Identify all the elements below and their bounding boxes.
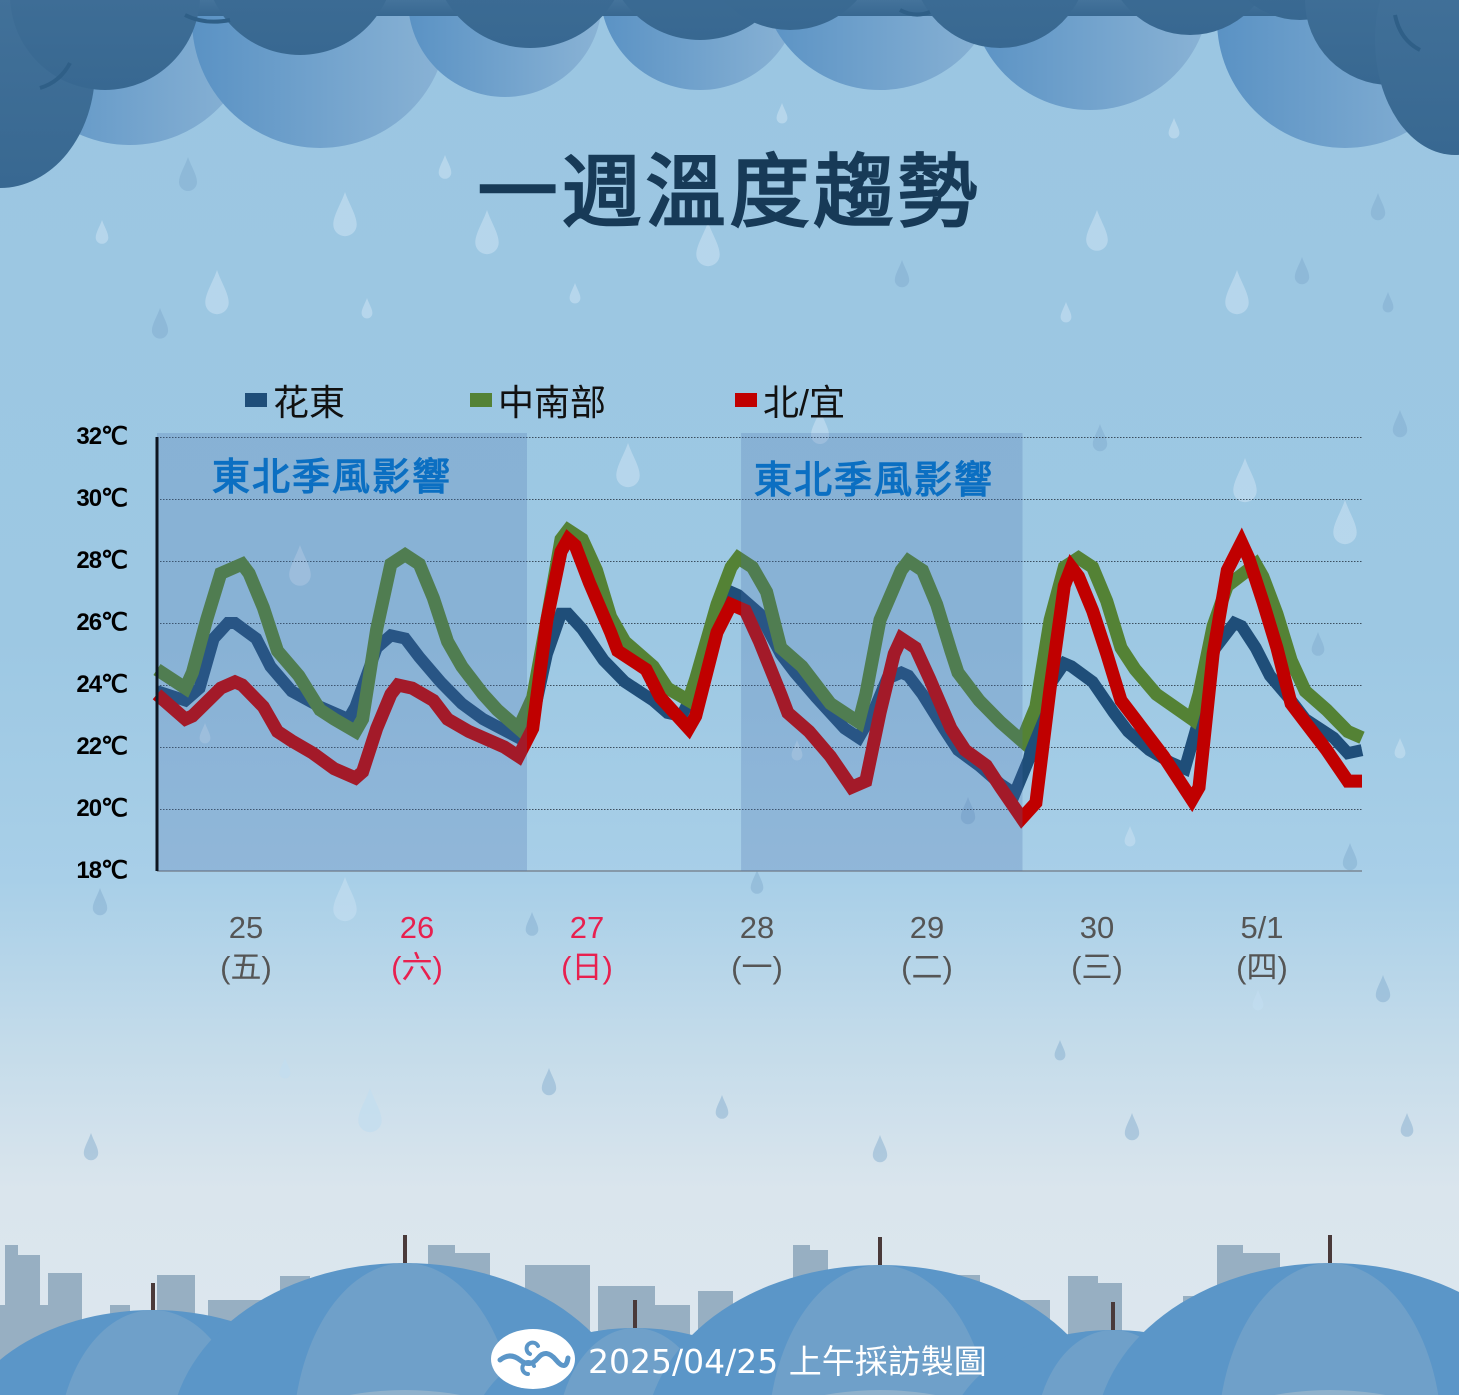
series-line-central-south xyxy=(153,521,1365,752)
annotation-monsoon: 東北季風影響 xyxy=(754,458,995,502)
legend-item-north-yilan: 北/宜 xyxy=(735,378,845,423)
page-title: 一週溫度趨勢 xyxy=(477,146,982,239)
raindrop-icon xyxy=(872,1135,888,1163)
x-day-label: 25 (五) xyxy=(176,908,316,988)
raindrop-icon xyxy=(894,260,910,288)
raindrop-icon xyxy=(569,283,581,304)
day-date: 25 xyxy=(228,910,264,945)
raindrop-icon xyxy=(1225,270,1249,315)
legend-label: 中南部 xyxy=(498,382,607,423)
raindrop-icon xyxy=(715,1095,729,1119)
day-date: 5/1 xyxy=(1240,910,1284,945)
umbrella-icon xyxy=(349,1390,461,1395)
legend-swatch xyxy=(735,393,757,407)
raindrop-icon xyxy=(83,1133,99,1161)
legend-swatch xyxy=(470,393,492,407)
raindrop-icon xyxy=(279,1058,291,1079)
x-day-label: 30 (三) xyxy=(1027,908,1167,988)
x-day-label: 28 (一) xyxy=(687,908,827,988)
day-date: 28 xyxy=(739,910,775,945)
x-day-label: 29 (二) xyxy=(857,908,997,988)
cloud-front-decoration xyxy=(0,0,1459,188)
raindrop-icon xyxy=(1392,410,1408,438)
day-date: 27 xyxy=(569,910,605,945)
day-weekday: (六) xyxy=(391,950,443,985)
y-tick-label: 22℃ xyxy=(76,733,128,760)
y-tick-label: 26℃ xyxy=(76,609,128,636)
line-chart-plot xyxy=(152,433,1365,872)
legend-swatch xyxy=(245,393,267,407)
raindrop-icon xyxy=(1060,302,1072,323)
cloud-curl-decoration xyxy=(39,8,1421,90)
raindrop-icon xyxy=(1394,738,1406,759)
raindrop-icon xyxy=(1054,1040,1066,1061)
day-weekday: (五) xyxy=(220,950,272,985)
y-tick-label: 18℃ xyxy=(76,857,128,884)
raindrop-icon xyxy=(541,1068,557,1096)
x-day-label: 5/1 (四) xyxy=(1192,908,1332,988)
day-weekday: (日) xyxy=(561,950,613,985)
raindrop-icon xyxy=(1400,1113,1414,1137)
legend-label: 北/宜 xyxy=(763,382,846,423)
raindrop-icon xyxy=(750,870,764,894)
x-day-label: 26 (六) xyxy=(347,908,487,988)
y-tick-label: 28℃ xyxy=(76,547,128,574)
raindrop-icon xyxy=(1375,975,1391,1003)
raindrop-icon xyxy=(1124,1113,1140,1141)
legend-item-huadong: 花東 xyxy=(245,378,345,423)
shaded-region-monsoon xyxy=(741,433,1023,871)
y-tick-label: 24℃ xyxy=(76,671,128,698)
umbrella-icon xyxy=(652,1237,1108,1395)
day-weekday: (三) xyxy=(1071,950,1123,985)
raindrop-icon xyxy=(1382,292,1394,313)
x-day-label: 27 (日) xyxy=(517,908,657,988)
y-tick-label: 20℃ xyxy=(76,795,128,822)
cwa-logo-icon xyxy=(491,1329,575,1389)
raindrop-icon xyxy=(361,298,373,319)
y-tick-label: 30℃ xyxy=(76,485,128,512)
umbrella-icon xyxy=(1102,1235,1459,1395)
raindrop-icon xyxy=(358,1088,382,1133)
raindrop-icon xyxy=(1294,257,1310,285)
day-weekday: (一) xyxy=(731,950,783,985)
day-date: 30 xyxy=(1079,910,1115,945)
raindrop-icon xyxy=(776,103,788,124)
annotation-monsoon: 東北季風影響 xyxy=(212,455,453,499)
day-weekday: (二) xyxy=(901,950,953,985)
umbrella-icon xyxy=(1274,1390,1386,1395)
series-line-north-yilan xyxy=(152,527,1362,829)
raindrop-icon xyxy=(92,888,108,916)
day-date: 29 xyxy=(909,910,945,945)
legend-label: 花東 xyxy=(273,382,346,423)
raindrop-icon xyxy=(205,270,229,315)
y-tick-label: 32℃ xyxy=(76,423,128,450)
footer: 2025/04/25 上午採訪製圖 xyxy=(490,1328,987,1390)
day-date: 26 xyxy=(399,910,435,945)
footer-text: 2025/04/25 上午採訪製圖 xyxy=(588,1342,987,1381)
umbrella-icon xyxy=(824,1390,936,1395)
day-weekday: (四) xyxy=(1236,950,1288,985)
raindrop-icon xyxy=(151,308,169,339)
legend-item-central-south: 中南部 xyxy=(470,378,606,423)
shaded-region-monsoon xyxy=(157,433,527,871)
raindrop-icon xyxy=(1252,990,1264,1011)
